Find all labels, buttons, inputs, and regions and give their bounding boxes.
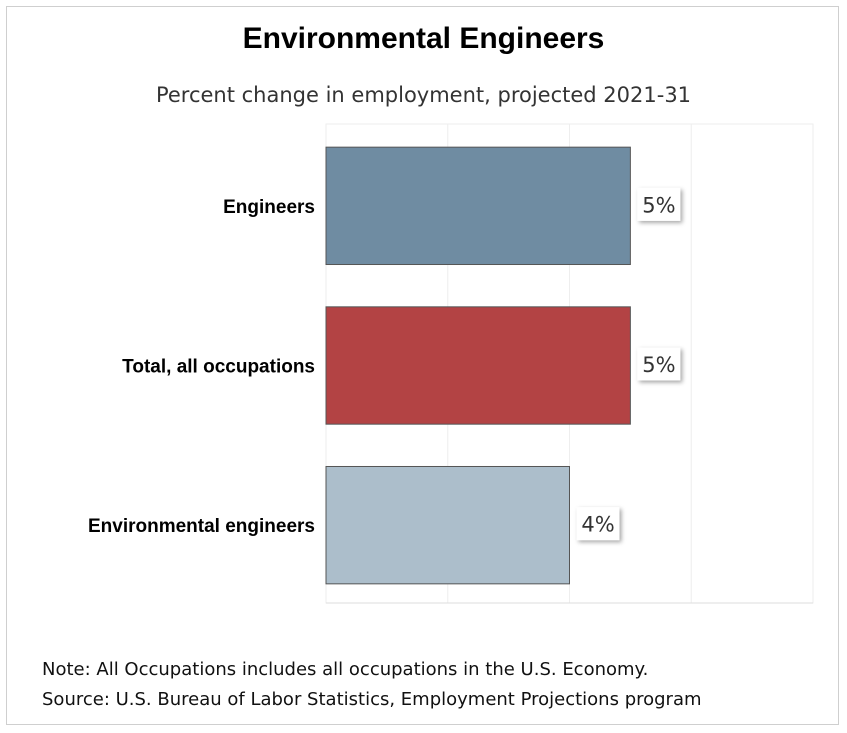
category-label: Environmental engineers <box>88 516 315 537</box>
value-label-box <box>576 507 620 541</box>
value-label-box <box>637 187 681 221</box>
chart-title: Environmental Engineers <box>242 22 605 55</box>
chart-note: Note: All Occupations includes all occup… <box>42 659 649 680</box>
chart-subtitle: Percent change in employment, projected … <box>155 83 692 107</box>
bar <box>325 465 570 585</box>
bar-group: Environmental engineers 4% <box>88 465 620 585</box>
bar-group: Total, all occupations 5% <box>122 306 681 425</box>
category-label: Total, all occupations <box>122 357 315 378</box>
category-label: Engineers <box>223 197 315 218</box>
bar-group: Engineers 5% <box>223 146 681 266</box>
value-label-box <box>637 347 681 381</box>
bar <box>325 306 631 425</box>
value-label: 5% <box>642 193 675 217</box>
value-label: 4% <box>581 513 614 537</box>
value-label: 5% <box>642 353 675 377</box>
bar <box>325 146 631 266</box>
chart-source: Source: U.S. Bureau of Labor Statistics,… <box>42 689 702 710</box>
